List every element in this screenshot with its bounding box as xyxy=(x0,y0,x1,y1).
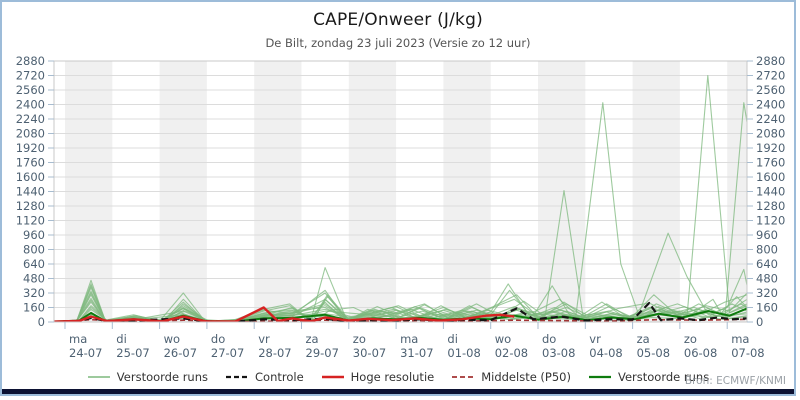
series xyxy=(54,74,747,322)
svg-text:1920: 1920 xyxy=(756,141,785,155)
svg-text:03-08: 03-08 xyxy=(542,346,575,360)
legend-label: Verstoorde runs xyxy=(617,370,710,384)
svg-text:ma: ma xyxy=(400,332,418,346)
legend-label: Controle xyxy=(255,370,304,384)
svg-text:ma: ma xyxy=(69,332,87,346)
page-subtitle: De Bilt, zondag 23 juli 2023 (Versie zo … xyxy=(265,36,531,50)
legend-item-2: Hoge resolutie xyxy=(321,370,435,384)
source-credit: Bron: ECMWF/KNMI xyxy=(684,375,786,387)
svg-text:480: 480 xyxy=(23,272,45,286)
svg-text:2560: 2560 xyxy=(756,83,785,97)
svg-text:1920: 1920 xyxy=(16,141,45,155)
svg-text:1280: 1280 xyxy=(756,199,785,213)
series-hoge-resolutie xyxy=(54,306,515,322)
svg-text:2080: 2080 xyxy=(756,127,785,141)
svg-text:24-07: 24-07 xyxy=(69,346,102,360)
svg-text:0: 0 xyxy=(38,315,45,329)
svg-text:25-07: 25-07 xyxy=(116,346,149,360)
svg-text:800: 800 xyxy=(23,243,45,257)
svg-text:wo: wo xyxy=(495,332,511,346)
svg-text:za: za xyxy=(637,332,650,346)
legend-label: Hoge resolutie xyxy=(350,370,435,384)
svg-text:vr: vr xyxy=(589,332,601,346)
svg-text:02-08: 02-08 xyxy=(495,346,528,360)
svg-text:za: za xyxy=(306,332,319,346)
svg-text:1440: 1440 xyxy=(16,185,45,199)
svg-text:di: di xyxy=(447,332,458,346)
svg-text:27-07: 27-07 xyxy=(211,346,244,360)
svg-text:2720: 2720 xyxy=(16,69,45,83)
svg-text:320: 320 xyxy=(23,286,45,300)
svg-text:wo: wo xyxy=(164,332,180,346)
svg-text:1120: 1120 xyxy=(756,214,785,228)
svg-text:zo: zo xyxy=(353,332,366,346)
svg-text:800: 800 xyxy=(756,243,778,257)
legend-label: Verstoorde runs xyxy=(116,370,208,384)
svg-text:320: 320 xyxy=(756,286,778,300)
svg-text:2560: 2560 xyxy=(16,83,45,97)
svg-text:06-08: 06-08 xyxy=(684,346,717,360)
svg-text:28-07: 28-07 xyxy=(258,346,291,360)
svg-text:2240: 2240 xyxy=(756,112,785,126)
svg-text:160: 160 xyxy=(23,301,45,315)
svg-text:0: 0 xyxy=(756,315,763,329)
svg-text:04-08: 04-08 xyxy=(589,346,622,360)
svg-text:2240: 2240 xyxy=(16,112,45,126)
legend-item-0: Verstoorde runs xyxy=(87,370,208,384)
svg-text:960: 960 xyxy=(23,228,45,242)
svg-text:2400: 2400 xyxy=(756,98,785,112)
svg-text:2880: 2880 xyxy=(756,54,785,68)
legend-swatch-icon xyxy=(226,375,248,379)
legend-item-4: Verstoorde runs xyxy=(588,370,709,384)
svg-text:05-08: 05-08 xyxy=(637,346,670,360)
svg-text:960: 960 xyxy=(756,228,778,242)
svg-text:480: 480 xyxy=(756,272,778,286)
svg-text:01-08: 01-08 xyxy=(447,346,480,360)
svg-text:160: 160 xyxy=(756,301,778,315)
svg-text:1760: 1760 xyxy=(756,156,785,170)
legend-label: Middelste (P50) xyxy=(481,370,571,384)
svg-text:2720: 2720 xyxy=(756,69,785,83)
legend-swatch-icon xyxy=(87,376,110,378)
svg-text:zo: zo xyxy=(684,332,697,346)
svg-text:29-07: 29-07 xyxy=(306,346,339,360)
svg-text:640: 640 xyxy=(756,257,778,271)
chart-legend: Verstoorde runs Controle Hoge resolutie Mid… xyxy=(2,370,794,384)
svg-text:30-07: 30-07 xyxy=(353,346,386,360)
svg-text:1440: 1440 xyxy=(756,185,785,199)
svg-text:1600: 1600 xyxy=(16,170,45,184)
svg-text:31-07: 31-07 xyxy=(400,346,433,360)
svg-text:1760: 1760 xyxy=(16,156,45,170)
svg-text:vr: vr xyxy=(258,332,270,346)
svg-text:ma: ma xyxy=(731,332,749,346)
svg-text:2080: 2080 xyxy=(16,127,45,141)
legend-swatch-icon xyxy=(452,376,475,378)
series-controle xyxy=(54,301,747,322)
svg-text:2400: 2400 xyxy=(16,98,45,112)
svg-text:26-07: 26-07 xyxy=(164,346,197,360)
page-title: CAPE/Onweer (J/kg) xyxy=(313,10,483,30)
svg-text:do: do xyxy=(542,332,556,346)
svg-text:2880: 2880 xyxy=(16,54,45,68)
svg-text:1120: 1120 xyxy=(16,214,45,228)
svg-text:1280: 1280 xyxy=(16,199,45,213)
svg-text:do: do xyxy=(211,332,225,346)
x-axis: ma24-07di25-07wo26-07do27-07vr28-07za29-… xyxy=(64,322,765,360)
legend-swatch-icon xyxy=(588,375,611,379)
legend-swatch-icon xyxy=(321,375,344,379)
svg-text:07-08: 07-08 xyxy=(731,346,764,360)
svg-text:di: di xyxy=(116,332,127,346)
svg-text:640: 640 xyxy=(23,257,45,271)
plume-chart: 0 0 160 160 320 320 480 480 640 640 800 800 960 960 11… xyxy=(2,2,794,394)
legend-item-3: Middelste (P50) xyxy=(451,370,571,384)
svg-text:1600: 1600 xyxy=(756,170,785,184)
legend-item-1: Controle xyxy=(225,370,304,384)
bottom-bar xyxy=(2,389,794,394)
